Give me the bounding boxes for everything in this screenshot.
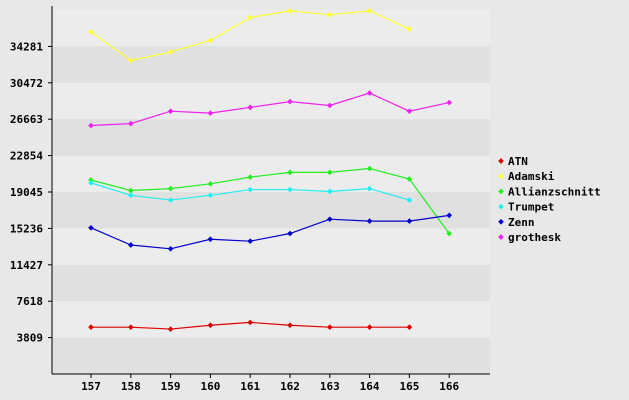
- data-point: [127, 324, 134, 331]
- data-point: [326, 169, 333, 176]
- y-tick-label: 34281: [10, 40, 43, 53]
- y-tick-label: 30472: [10, 77, 43, 90]
- grid-band: [52, 301, 490, 338]
- data-point: [326, 188, 333, 195]
- data-point: [366, 90, 373, 96]
- y-tick-label: 3809: [17, 332, 44, 345]
- data-point: [127, 187, 134, 194]
- legend-label: ATN: [508, 155, 528, 168]
- grid-band: [52, 155, 490, 192]
- plot-background-bands: [52, 10, 490, 374]
- grid-band: [52, 82, 490, 120]
- legend-marker: [498, 234, 504, 240]
- data-point: [406, 197, 413, 203]
- data-point: [88, 29, 94, 35]
- data-point: [287, 322, 293, 329]
- data-point: [406, 108, 413, 115]
- y-tick-label: 26663: [10, 113, 43, 126]
- legend-label: grothesk: [508, 231, 561, 244]
- data-point: [167, 185, 174, 192]
- grid-band: [52, 46, 490, 83]
- data-point: [167, 197, 174, 203]
- legend-label: Zenn: [508, 216, 535, 229]
- data-point: [207, 192, 214, 199]
- legend-label: Trumpet: [508, 201, 554, 214]
- data-point: [406, 176, 413, 182]
- grid-band: [52, 337, 490, 374]
- x-tick-label: 162: [280, 380, 300, 393]
- legend: ATN Adamski Allianzschnitt Trumpet Zenn groth…: [498, 155, 601, 244]
- data-point: [247, 186, 254, 193]
- data-point: [88, 224, 94, 231]
- y-tick-label: 7618: [17, 295, 44, 308]
- legend-marker: [498, 218, 504, 225]
- data-point: [167, 326, 174, 332]
- data-point: [366, 324, 373, 331]
- data-point: [446, 99, 453, 106]
- data-point: [167, 245, 174, 252]
- data-point: [127, 192, 134, 199]
- data-point: [406, 324, 413, 331]
- data-point: [287, 186, 293, 193]
- data-point: [167, 108, 174, 115]
- series-line-grothesk: [90, 92, 450, 127]
- data-point: [127, 242, 134, 248]
- data-point: [127, 120, 134, 127]
- data-point: [207, 236, 214, 243]
- data-point: [326, 216, 333, 223]
- x-tick-label: 164: [360, 380, 380, 393]
- data-point: [406, 26, 413, 32]
- data-point: [88, 180, 94, 186]
- x-tick-label: 161: [240, 380, 260, 393]
- y-tick-label: 22854: [10, 150, 43, 163]
- data-point: [287, 98, 293, 105]
- x-tick-label: 166: [439, 380, 459, 393]
- data-point: [446, 230, 453, 237]
- grid-band: [52, 264, 490, 302]
- x-tick-label: 165: [399, 380, 419, 393]
- data-point: [446, 212, 453, 219]
- data-point: [88, 122, 94, 129]
- data-point: [247, 319, 254, 326]
- data-point: [88, 324, 94, 331]
- data-point: [247, 174, 254, 180]
- data-point: [366, 185, 373, 192]
- series-lines: [88, 8, 453, 332]
- axes: 3809 7618 11427 15236 19045 22854 26663 30472 34…: [10, 6, 490, 393]
- series-line-allianzschnitt: [90, 167, 450, 234]
- data-point: [207, 322, 214, 329]
- data-point: [207, 181, 214, 187]
- legend-marker: [498, 188, 504, 195]
- data-point: [326, 324, 333, 331]
- x-tick-label: 159: [161, 380, 181, 393]
- y-tick-label: 15236: [10, 222, 43, 235]
- data-point: [88, 177, 94, 183]
- legend-marker: [498, 203, 504, 210]
- data-point: [287, 230, 293, 237]
- data-point: [207, 110, 214, 116]
- data-point: [326, 102, 333, 109]
- y-tick-label: 11427: [10, 259, 43, 272]
- y-tick-label: 19045: [10, 186, 43, 199]
- data-point: [247, 238, 254, 244]
- x-tick-label: 163: [320, 380, 340, 393]
- x-tick-label: 157: [81, 380, 101, 393]
- grid-band: [52, 228, 490, 265]
- x-tick-label: 160: [200, 380, 220, 393]
- legend-marker: [498, 158, 504, 164]
- grid-band: [52, 192, 490, 229]
- grid-band: [52, 10, 490, 47]
- series-line-zenn: [90, 214, 450, 250]
- legend-label: Adamski: [508, 170, 555, 183]
- grid-band: [52, 119, 490, 156]
- x-tick-label: 158: [121, 380, 141, 393]
- legend-label: Allianzschnitt: [508, 185, 601, 198]
- data-point: [366, 165, 373, 172]
- data-point: [247, 104, 254, 111]
- data-point: [287, 169, 293, 176]
- legend-marker: [498, 173, 504, 180]
- data-point: [406, 218, 413, 224]
- data-point: [366, 218, 373, 224]
